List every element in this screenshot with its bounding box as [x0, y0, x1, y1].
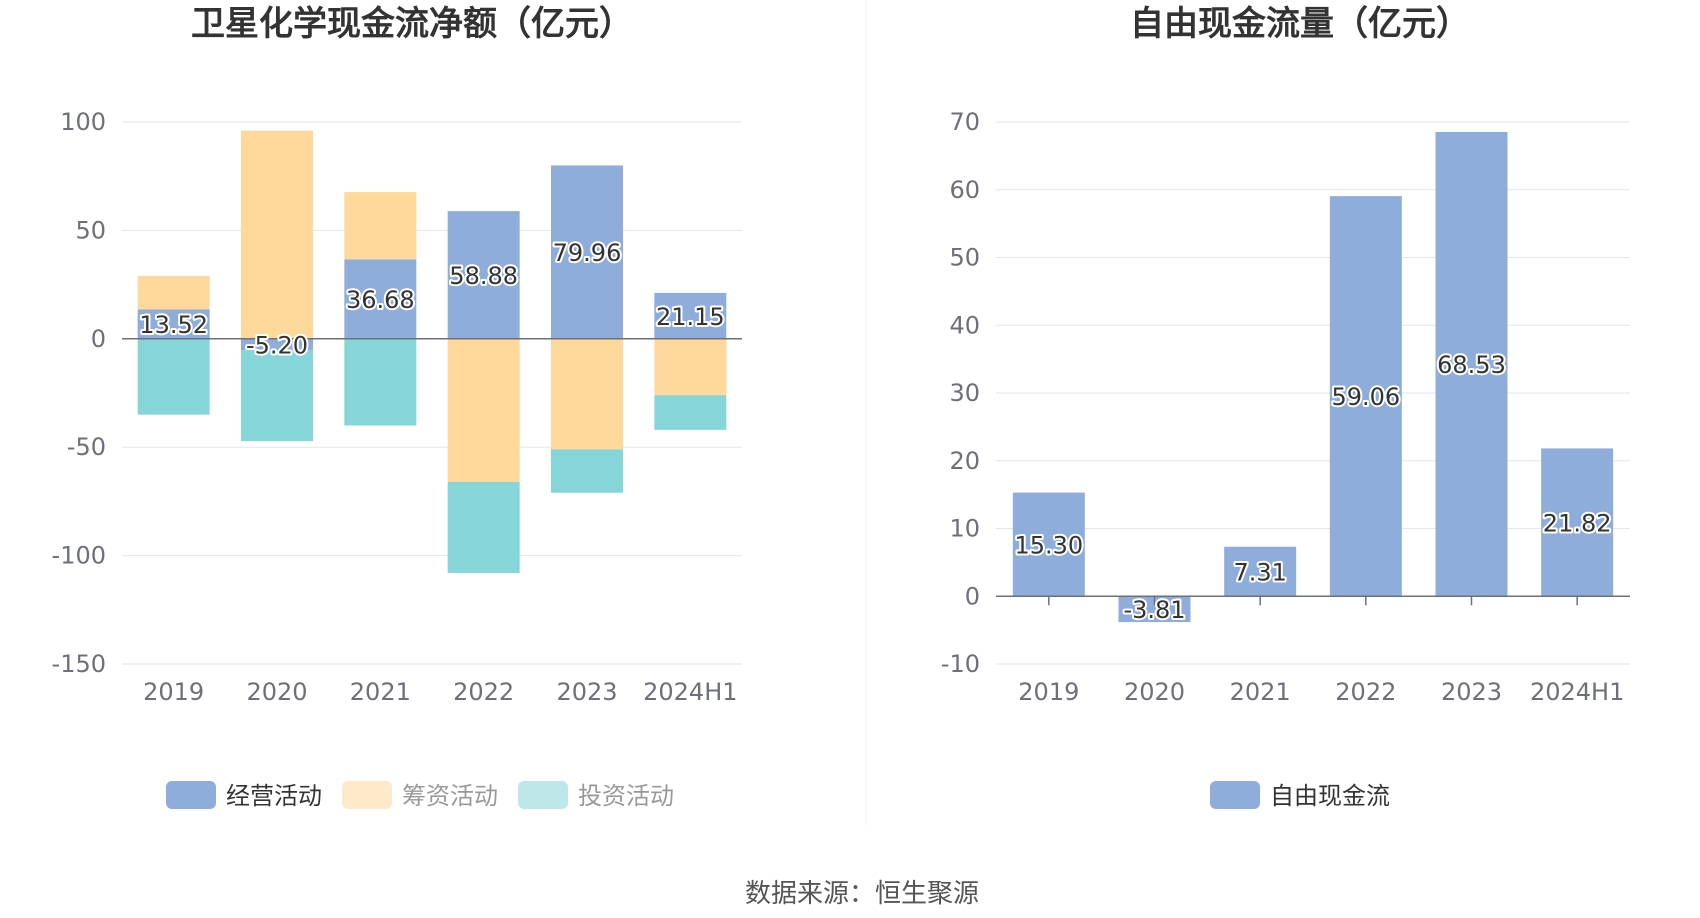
x-tick-label: 2022: [453, 678, 514, 706]
bar-筹资活动-2022: [447, 338, 520, 482]
data-label: 13.52: [139, 311, 208, 339]
data-source: 数据来源：恒生聚源: [745, 879, 979, 909]
y-tick-label: 70: [949, 108, 980, 136]
x-tick-label: 2020: [246, 678, 307, 706]
data-label: -5.20: [246, 331, 308, 359]
data-label: -3.81: [1123, 596, 1185, 624]
data-label: 7.31: [1233, 558, 1286, 586]
bar-筹资活动-2024H1: [654, 338, 727, 396]
y-tick-label: 50: [949, 244, 980, 272]
bar-自由现金流-2022: [1329, 196, 1402, 597]
data-label: 58.88: [449, 262, 518, 290]
bar-经营活动-2023: [551, 165, 623, 339]
legend-item-自由现金流[interactable]: 自由现金流: [1210, 781, 1390, 810]
data-label: 21.82: [1543, 509, 1612, 537]
bar-经营活动-2021: [344, 259, 417, 339]
legend-label: 筹资活动: [402, 782, 498, 810]
y-tick-label: -150: [52, 650, 106, 678]
bar-投资活动-2021: [344, 338, 417, 426]
bar-投资活动-2023: [551, 449, 623, 493]
x-tick-label: 2020: [1124, 678, 1185, 706]
x-tick-label: 2019: [143, 678, 204, 706]
bar-自由现金流-2024H1: [1541, 448, 1614, 597]
x-tick-label: 2023: [556, 678, 617, 706]
y-tick-label: 20: [949, 447, 980, 475]
y-tick-label: 0: [965, 582, 980, 610]
bar-经营活动-2019: [137, 309, 210, 339]
bar-投资活动-2019: [137, 338, 210, 415]
bar-自由现金流-2019: [1012, 492, 1085, 597]
free-cash-flow-chart: 自由现金流量（亿元） 70 60 50 40 30 20 10 0 -10 2019 2020 2021…: [941, 4, 1630, 810]
bar-投资活动-2022: [447, 481, 520, 573]
bar-筹资活动-2021: [344, 192, 417, 260]
y-tick-label: -10: [941, 650, 980, 678]
bar-自由现金流-2023: [1435, 131, 1508, 597]
x-tick-label: 2021: [1230, 678, 1291, 706]
data-label: 21.15: [656, 303, 725, 331]
bar-经营活动-2024H1: [654, 292, 727, 339]
bar-经营活动-2020: [241, 338, 313, 351]
data-label: 36.68: [346, 286, 415, 314]
x-tick-label: 2021: [350, 678, 411, 706]
legend-swatch: [342, 781, 392, 809]
legend-swatch: [1210, 781, 1260, 809]
y-tick-label: 40: [949, 311, 980, 339]
y-tick-label: 0: [91, 325, 106, 353]
bar-筹资活动-2023: [551, 338, 623, 450]
legend-label: 经营活动: [226, 782, 322, 810]
y-tick-label: -50: [67, 433, 106, 461]
chart-title: 自由现金流量（亿元）: [1130, 4, 1470, 44]
y-tick-label: 60: [949, 176, 980, 204]
x-tick-label: 2024H1: [1530, 678, 1624, 706]
bar-筹资活动-2019: [137, 275, 210, 310]
bar-经营活动-2022: [447, 211, 520, 339]
cash-flow-chart: 卫星化学现金流净额（亿元） 100 50 0 -50 -100 -150 2019 2020 20…: [52, 4, 742, 810]
x-tick-label: 2022: [1335, 678, 1396, 706]
data-label: 79.96: [553, 239, 622, 267]
legend-item-经营活动[interactable]: 经营活动: [166, 781, 322, 810]
x-tick-label: 2024H1: [643, 678, 737, 706]
bar-自由现金流-2021: [1224, 546, 1297, 597]
y-tick-label: 50: [75, 216, 106, 244]
data-label: 68.53: [1437, 351, 1506, 379]
chart-title: 卫星化学现金流净额（亿元）: [191, 4, 633, 44]
data-label: 59.06: [1331, 383, 1400, 411]
bar-投资活动-2020: [241, 350, 313, 442]
y-tick-label: 100: [60, 108, 106, 136]
x-tick-label: 2023: [1441, 678, 1502, 706]
x-tick-label: 2019: [1018, 678, 1079, 706]
bar-筹资活动-2020: [241, 130, 313, 339]
y-tick-label: 10: [949, 515, 980, 543]
legend-label: 自由现金流: [1270, 782, 1390, 810]
y-tick-label: -100: [52, 542, 106, 570]
legend-label: 投资活动: [578, 782, 674, 810]
data-label: 15.30: [1014, 531, 1083, 559]
bar-投资活动-2024H1: [654, 395, 727, 430]
legend-item-筹资活动[interactable]: 筹资活动: [342, 781, 498, 810]
legend-swatch: [166, 781, 216, 809]
y-tick-label: 30: [949, 379, 980, 407]
legend-item-投资活动[interactable]: 投资活动: [518, 781, 674, 810]
legend-swatch: [518, 781, 568, 809]
